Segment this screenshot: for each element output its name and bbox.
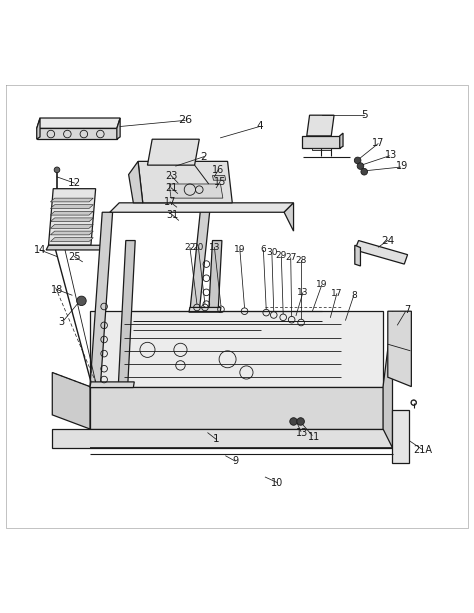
Text: 1: 1 xyxy=(213,435,219,444)
Polygon shape xyxy=(48,189,96,245)
Polygon shape xyxy=(50,205,93,208)
Polygon shape xyxy=(147,139,199,165)
Text: 6: 6 xyxy=(261,245,266,254)
Polygon shape xyxy=(52,429,392,448)
Polygon shape xyxy=(307,115,334,136)
Polygon shape xyxy=(36,118,120,128)
Polygon shape xyxy=(52,373,90,429)
Polygon shape xyxy=(209,240,222,311)
Text: 13: 13 xyxy=(296,428,308,438)
Polygon shape xyxy=(46,245,103,250)
Polygon shape xyxy=(138,161,232,203)
Polygon shape xyxy=(36,128,117,139)
Text: 30: 30 xyxy=(266,248,278,257)
Text: 26: 26 xyxy=(178,115,192,126)
Text: 12: 12 xyxy=(68,178,81,188)
Polygon shape xyxy=(50,238,93,242)
Text: 11: 11 xyxy=(308,432,320,441)
Polygon shape xyxy=(355,240,408,264)
Polygon shape xyxy=(312,148,331,150)
Polygon shape xyxy=(189,308,221,312)
Polygon shape xyxy=(128,161,143,203)
Text: 19: 19 xyxy=(316,280,328,289)
Text: 5: 5 xyxy=(361,110,367,120)
Text: 15: 15 xyxy=(214,177,226,186)
Polygon shape xyxy=(36,118,40,139)
Polygon shape xyxy=(90,212,113,387)
Polygon shape xyxy=(302,136,340,148)
Text: 23: 23 xyxy=(165,170,177,180)
Text: 4: 4 xyxy=(256,121,263,132)
Circle shape xyxy=(355,157,361,164)
Polygon shape xyxy=(169,184,223,198)
Polygon shape xyxy=(117,118,120,139)
Polygon shape xyxy=(388,311,411,387)
Polygon shape xyxy=(50,198,93,202)
Text: 21: 21 xyxy=(165,183,177,192)
Text: 24: 24 xyxy=(381,235,394,246)
Circle shape xyxy=(361,169,367,175)
Polygon shape xyxy=(90,311,383,387)
Text: 7: 7 xyxy=(404,305,410,315)
Text: 22: 22 xyxy=(184,243,195,251)
Text: 13: 13 xyxy=(297,288,309,297)
Circle shape xyxy=(54,167,60,173)
Polygon shape xyxy=(190,203,210,311)
Text: 17: 17 xyxy=(331,289,343,298)
Text: 17: 17 xyxy=(372,137,384,148)
Text: 29: 29 xyxy=(275,251,287,260)
Circle shape xyxy=(297,417,304,425)
Text: 13: 13 xyxy=(384,150,397,160)
Polygon shape xyxy=(50,211,93,215)
Text: 28: 28 xyxy=(295,256,307,265)
Text: 25: 25 xyxy=(68,251,81,262)
Text: 14: 14 xyxy=(34,245,46,255)
Text: 17: 17 xyxy=(164,197,176,207)
Polygon shape xyxy=(340,133,343,148)
Polygon shape xyxy=(50,231,93,235)
Circle shape xyxy=(357,163,364,169)
Polygon shape xyxy=(392,410,410,463)
Text: 10: 10 xyxy=(272,478,283,488)
Text: 8: 8 xyxy=(351,291,357,300)
Text: 2: 2 xyxy=(201,151,207,162)
Text: 19: 19 xyxy=(234,245,246,254)
Polygon shape xyxy=(90,387,383,429)
Polygon shape xyxy=(118,240,135,387)
Polygon shape xyxy=(212,175,226,180)
Polygon shape xyxy=(284,203,293,231)
Text: 18: 18 xyxy=(51,284,63,294)
Polygon shape xyxy=(90,382,134,387)
Text: 20: 20 xyxy=(192,243,204,251)
Circle shape xyxy=(77,296,86,305)
Polygon shape xyxy=(383,311,392,448)
Text: 21A: 21A xyxy=(413,445,432,455)
Text: 27: 27 xyxy=(285,253,296,262)
Text: 3: 3 xyxy=(59,316,65,327)
Polygon shape xyxy=(50,224,93,228)
Polygon shape xyxy=(110,203,293,212)
Text: 16: 16 xyxy=(212,165,224,175)
Polygon shape xyxy=(355,245,360,266)
Text: 19: 19 xyxy=(396,161,408,171)
Text: 31: 31 xyxy=(166,210,178,219)
Text: 13: 13 xyxy=(209,243,220,251)
Polygon shape xyxy=(50,218,93,222)
Text: 9: 9 xyxy=(232,456,238,466)
Circle shape xyxy=(290,417,297,425)
